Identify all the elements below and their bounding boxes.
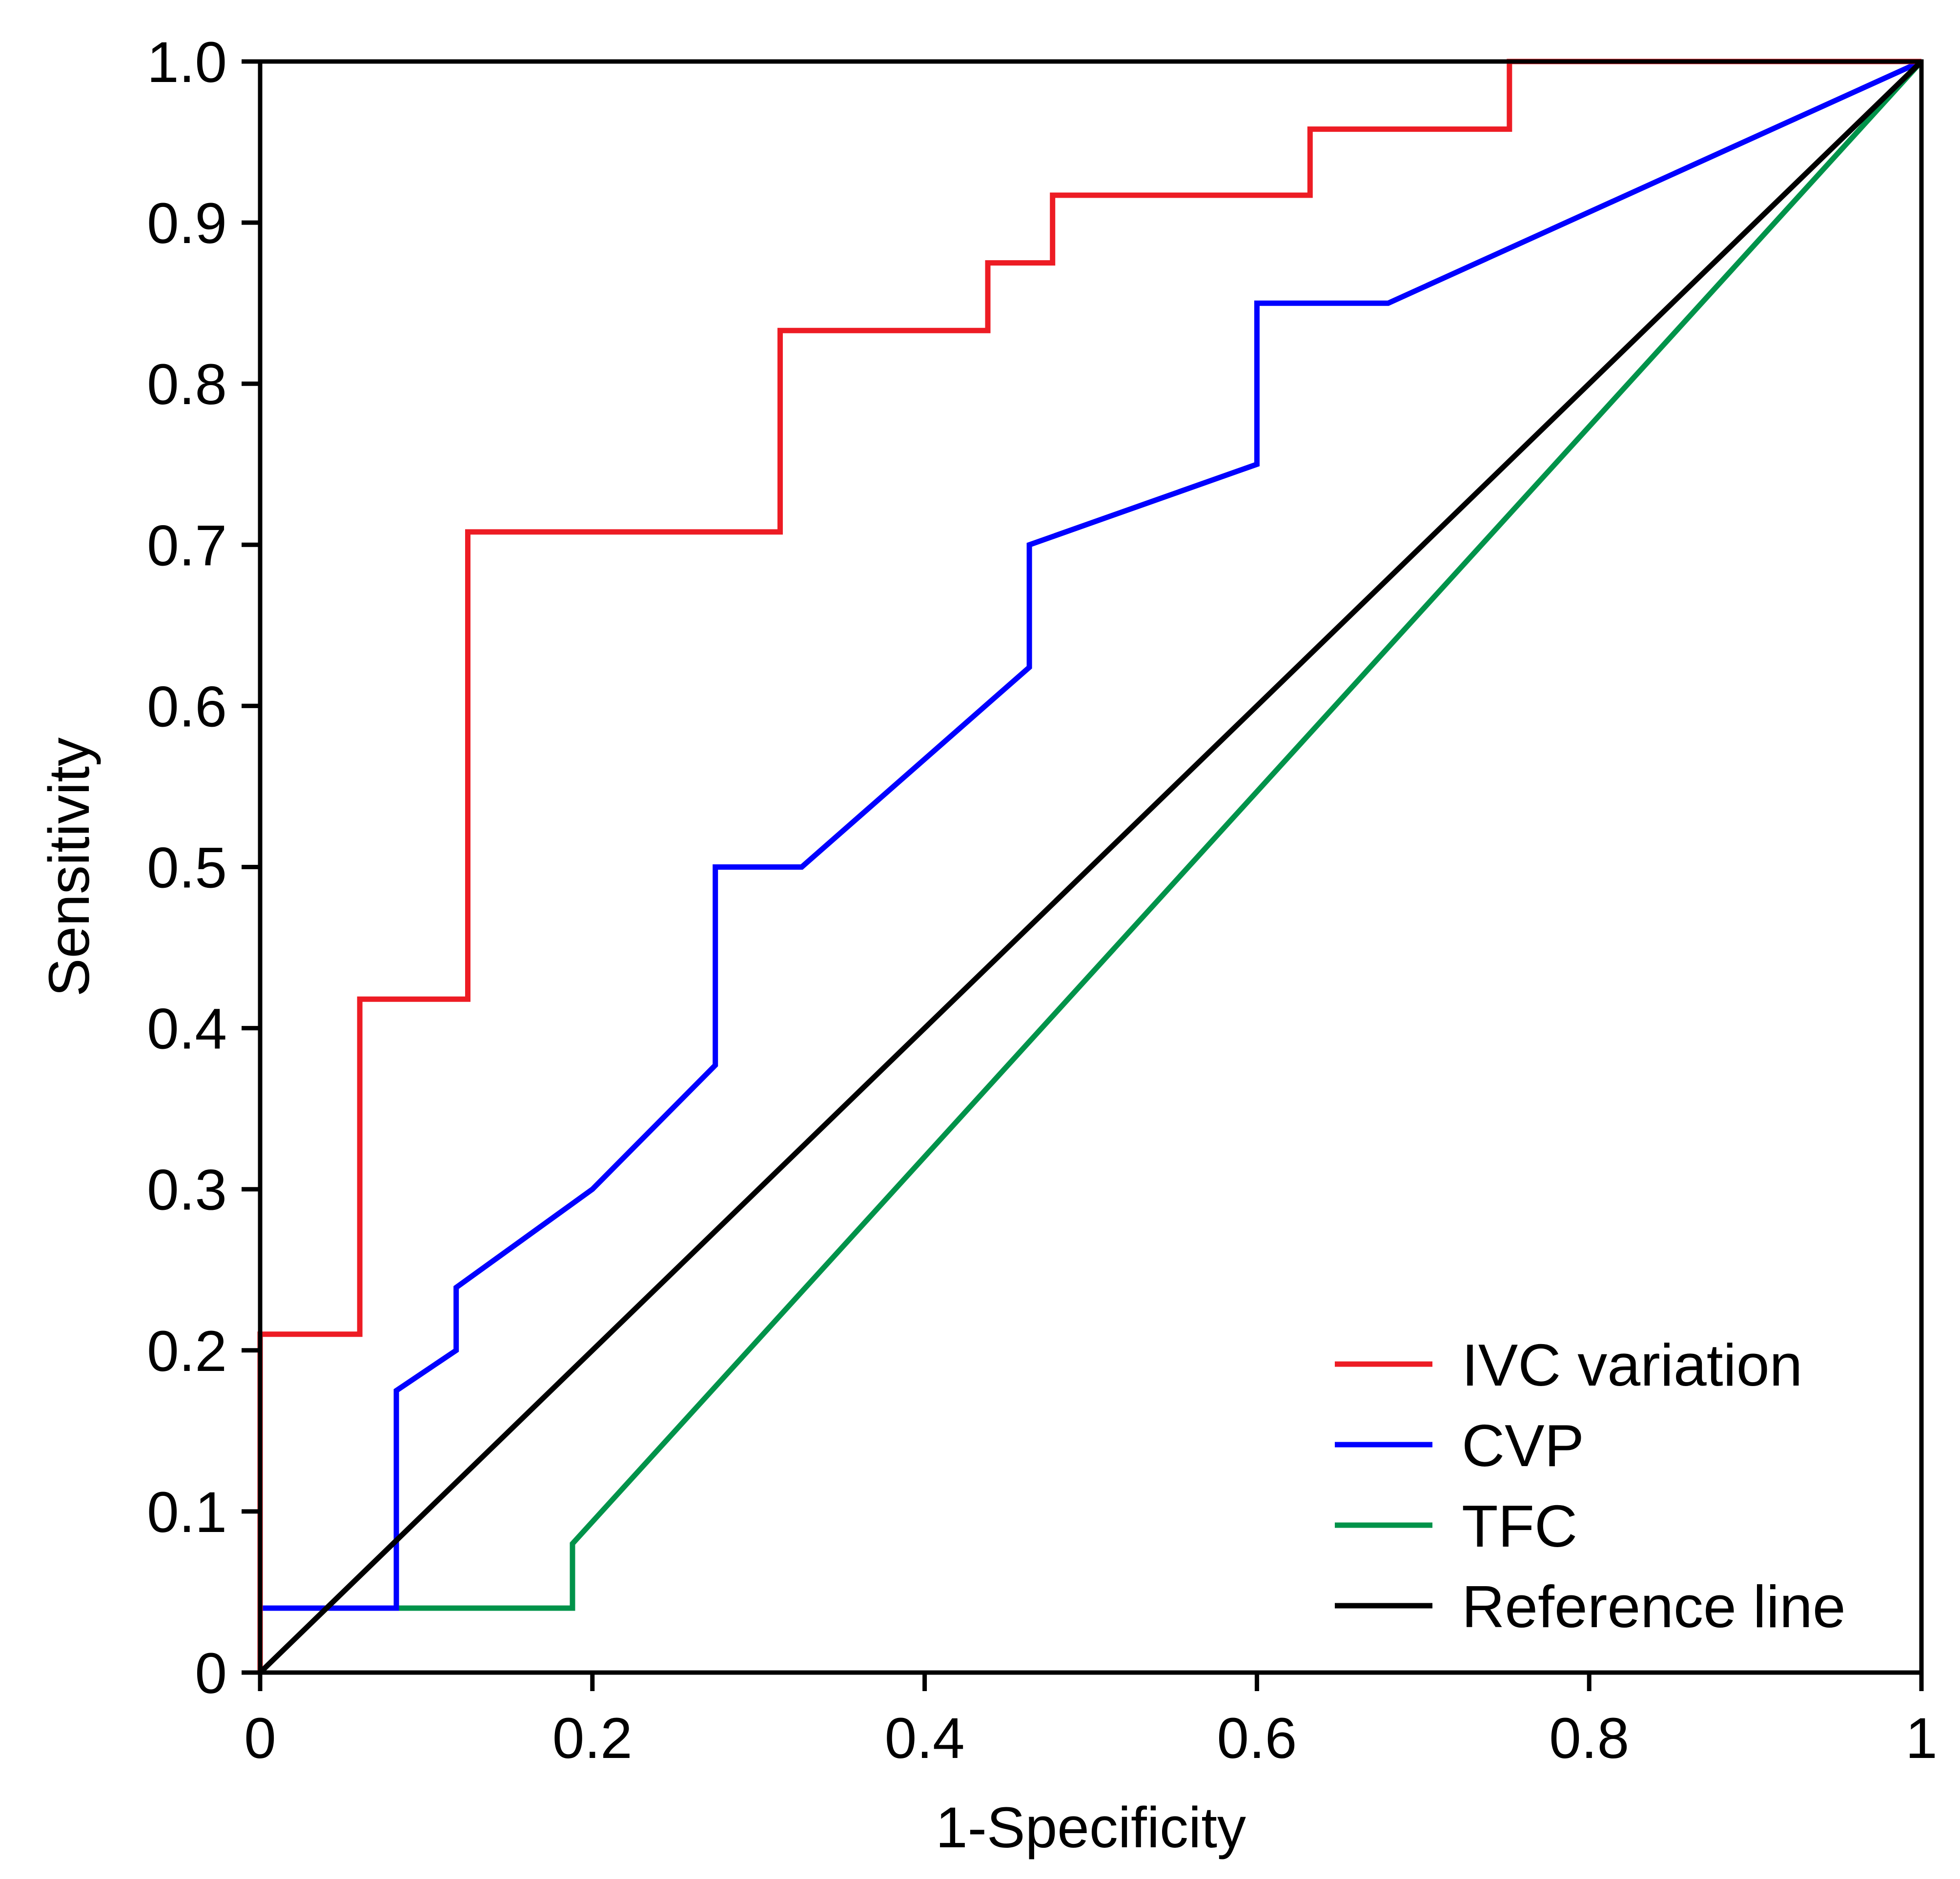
legend-label: TFC bbox=[1462, 1493, 1577, 1559]
x-tick-label: 1 bbox=[1905, 1706, 1938, 1771]
legend-item-cvp: CVP bbox=[1335, 1412, 1584, 1479]
legend-label: IVC variation bbox=[1462, 1332, 1802, 1398]
y-tick-label: 1.0 bbox=[147, 30, 227, 95]
y-tick-label: 0.7 bbox=[147, 513, 227, 578]
y-tick-label: 0.6 bbox=[147, 674, 227, 739]
legend-item-tfc: TFC bbox=[1335, 1493, 1577, 1559]
y-axis-title: Sensitivity bbox=[37, 737, 102, 997]
series-layer bbox=[257, 59, 1924, 1675]
y-tick-label: 0.1 bbox=[147, 1480, 227, 1545]
legend: IVC variation CVP TFC Reference line bbox=[1335, 1332, 1846, 1640]
legend-item-ivc-variation: IVC variation bbox=[1335, 1332, 1802, 1398]
legend-label: CVP bbox=[1462, 1412, 1584, 1479]
legend-label: Reference line bbox=[1462, 1573, 1846, 1640]
x-tick-label: 0.8 bbox=[1549, 1706, 1629, 1771]
series-line-tfc bbox=[396, 60, 1924, 1611]
y-tick-label: 0.4 bbox=[147, 997, 227, 1062]
y-tick-label: 0 bbox=[195, 1641, 227, 1706]
y-tick-label: 0.9 bbox=[147, 191, 227, 256]
x-tick-label: 0.2 bbox=[552, 1706, 633, 1771]
series-line-ivc-variation bbox=[257, 59, 1921, 1673]
legend-item-reference-line: Reference line bbox=[1335, 1573, 1846, 1640]
x-tick-label: 0.4 bbox=[885, 1706, 965, 1771]
y-tick-label: 0.5 bbox=[147, 836, 227, 900]
x-tick-label: 0.6 bbox=[1217, 1706, 1297, 1771]
y-tick-label: 0.2 bbox=[147, 1319, 227, 1384]
y-tick-label: 0.8 bbox=[147, 352, 227, 417]
x-axis-title: 1-Specificity bbox=[936, 1796, 1246, 1860]
x-tick-label: 0 bbox=[244, 1706, 276, 1771]
series-line-reference-line bbox=[258, 60, 1923, 1675]
axes-layer: 0 0.2 0.4 0.6 0.8 1 0 0.1 0.2 0.3 0.4 0.5 0.6 0.7 0.8 0… bbox=[147, 30, 1938, 1771]
series-line-cvp bbox=[260, 59, 1923, 1611]
y-tick-label: 0.3 bbox=[147, 1158, 227, 1223]
